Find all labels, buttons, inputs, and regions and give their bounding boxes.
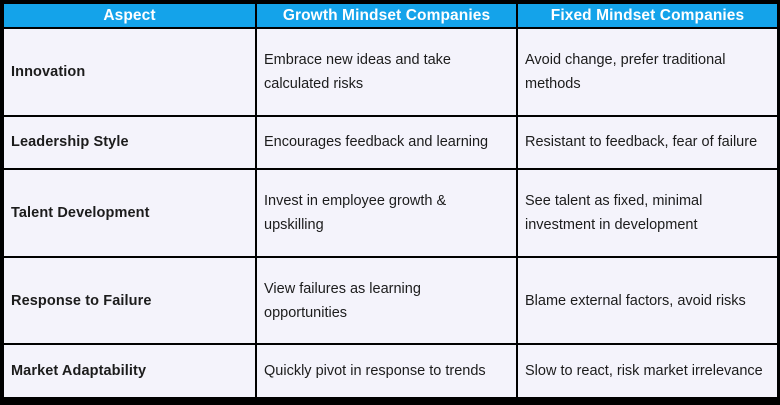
table-row: Response to Failure View failures as lea… <box>2 255 779 346</box>
fixed-cell: See talent as fixed, minimal investment … <box>516 168 779 258</box>
table-row: Leadership Style Encourages feedback and… <box>2 114 779 171</box>
fixed-cell: Resistant to feedback, fear of failure <box>516 114 779 171</box>
table-row: Innovation Embrace new ideas and take ca… <box>2 27 779 117</box>
aspect-cell: Market Adaptability <box>2 343 257 399</box>
header-cell-growth: Growth Mindset Companies <box>255 2 518 29</box>
header-cell-aspect: Aspect <box>2 2 257 29</box>
growth-cell: View failures as learning opportunities <box>255 255 518 346</box>
growth-cell: Quickly pivot in response to trends <box>255 343 518 399</box>
fixed-cell: Slow to react, risk market irrelevance <box>516 343 779 399</box>
header-row: Aspect Growth Mindset Companies Fixed Mi… <box>2 2 779 29</box>
table-row: Market Adaptability Quickly pivot in res… <box>2 343 779 399</box>
growth-cell: Encourages feedback and learning <box>255 114 518 171</box>
growth-cell: Invest in employee growth & upskilling <box>255 168 518 258</box>
fixed-cell: Avoid change, prefer traditional methods <box>516 27 779 117</box>
aspect-cell: Talent Development <box>2 168 257 258</box>
growth-cell: Embrace new ideas and take calculated ri… <box>255 27 518 117</box>
aspect-cell: Innovation <box>2 27 257 117</box>
header-cell-fixed: Fixed Mindset Companies <box>516 2 779 29</box>
aspect-cell: Leadership Style <box>2 114 257 171</box>
aspect-cell: Response to Failure <box>2 255 257 346</box>
fixed-cell: Blame external factors, avoid risks <box>516 255 779 346</box>
comparison-table: Aspect Growth Mindset Companies Fixed Mi… <box>2 2 779 399</box>
table-row: Talent Development Invest in employee gr… <box>2 168 779 258</box>
